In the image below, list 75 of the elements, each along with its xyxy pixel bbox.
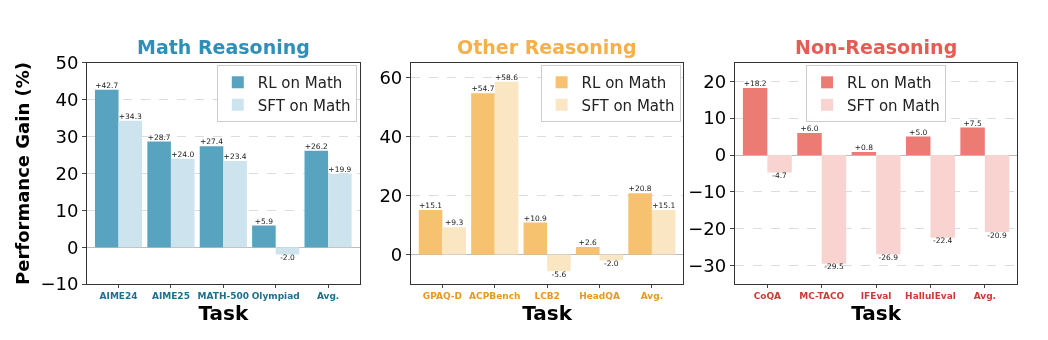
legend-label: SFT on Math [257,96,351,115]
bar [797,132,822,156]
x-tick-label: AIME24 [99,290,138,301]
bar [304,150,329,248]
bar [223,160,247,248]
chart-title: Other Reasoning [457,36,637,58]
y-tick-label: 10 [55,199,79,221]
legend-label: RL on Math [581,74,667,93]
x-tick-label: Avg. [973,290,997,301]
y-tick-label: 40 [55,89,79,111]
x-tick-label: Olympiad [251,290,300,301]
x-tick-label: MC-TACO [799,290,845,301]
y-tick-label: −10 [40,273,79,295]
x-tick-label: CoQA [753,290,782,301]
legend-label: SFT on Math [581,96,675,115]
bar [821,155,847,264]
bar [905,136,931,156]
chart-title: Math Reasoning [137,36,310,58]
y-tick-label: 0 [67,236,79,258]
x-tick-label: GPAQ-D [422,290,462,301]
x-tick-label: AIME25 [151,290,190,301]
bar [742,87,768,156]
x-tick-label: LCB2 [534,290,560,301]
y-tick-label: 60 [379,66,403,88]
bar [547,254,571,272]
y-tick-label: 20 [379,184,403,206]
bar [930,155,955,238]
bar [651,210,676,255]
bar [328,173,352,248]
y-tick-label: −10 [688,181,727,203]
x-axis-title: Task [851,300,902,325]
bar [984,155,1010,233]
bar [960,127,985,156]
bar [118,120,143,248]
bar [94,89,119,248]
y-tick-label: −20 [688,218,727,240]
bar [876,155,901,255]
x-tick-label: ACPBench [469,290,521,301]
x-tick-label: MATH-500 [197,290,250,301]
y-tick-label: 40 [379,125,403,147]
bar [418,210,443,255]
x-tick-label: IFEval [860,290,892,301]
x-axis-title: Task [198,300,249,325]
bar [199,146,224,248]
y-tick-label: 30 [55,125,79,147]
bar [851,152,877,156]
bar [767,155,792,173]
y-tick-label: 50 [55,52,79,74]
x-axis-title: Task [522,300,573,325]
bar [442,227,466,255]
y-tick-label: 0 [390,243,403,265]
bar [275,247,300,255]
bar [575,246,600,255]
bar [147,141,171,248]
y-tick-label: 20 [55,162,79,184]
bar [170,158,195,248]
y-tick-label: 10 [703,107,727,129]
bar [628,193,652,255]
chart-title: Non-Reasoning [795,36,958,58]
y-axis-title: Performance Gain (%) [11,62,33,285]
legend-label: RL on Math [847,74,932,93]
bar [252,225,276,248]
x-tick-label: HalluIEval [905,290,956,301]
legend-label: SFT on Math [847,96,940,115]
bar [599,254,624,261]
y-tick-label: 20 [703,70,727,92]
bar [494,81,519,255]
y-tick-label: 0 [714,144,727,166]
x-tick-label: HeadQA [579,290,620,301]
legend-label: RL on Math [257,74,343,93]
y-tick-label: −30 [688,254,727,276]
bar [523,222,548,255]
x-tick-label: Avg. [316,290,340,301]
bar [471,93,495,255]
x-tick-label: Avg. [640,290,664,301]
